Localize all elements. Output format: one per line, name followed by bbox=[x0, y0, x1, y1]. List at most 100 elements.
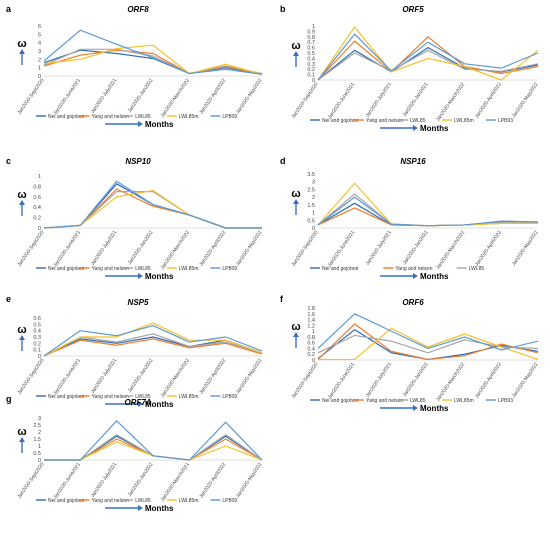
y-axis-symbol: ω bbox=[17, 38, 26, 50]
series-line-lpb93 bbox=[43, 324, 263, 357]
chart-svg: 0 1 2 3 4 5 6 ω Jan2020-Sept2020 Jan2020-June2021… bbox=[16, 24, 264, 129]
y-tick-label: 0.5 bbox=[33, 322, 41, 328]
x-tick-label: Jan2020-Sept2020 bbox=[16, 230, 45, 268]
series-line-lpb93 bbox=[317, 313, 539, 351]
right-arrow-head-icon bbox=[413, 273, 418, 279]
y-tick-label: 1 bbox=[312, 211, 315, 217]
series-line-lwl85m bbox=[317, 182, 538, 227]
series-line-yang-and-nelson bbox=[317, 323, 539, 361]
y-tick-label: 0 bbox=[312, 78, 315, 84]
y-tick-label: 0.2 bbox=[33, 216, 41, 222]
y-tick-label: 2 bbox=[38, 57, 41, 63]
series-line-lwl85m bbox=[43, 322, 263, 357]
x-axis-title: Months bbox=[420, 124, 449, 133]
x-axis-title: Months bbox=[145, 272, 174, 281]
y-tick-label: 0.8 bbox=[307, 35, 315, 41]
chart-panel-g: g ORF7A 0 0.5 1 1.5 2 2.5 3 ω Jan2020-Sept2020 Jan2… bbox=[4, 392, 272, 532]
y-tick-label: 0.3 bbox=[307, 62, 315, 68]
y-tick-label: 3 bbox=[38, 416, 41, 422]
series-line-lwl85m bbox=[317, 26, 539, 81]
series-line-lpb93 bbox=[43, 180, 262, 229]
series-line-yang-and-nelson bbox=[43, 188, 262, 229]
y-tick-label: 0.8 bbox=[307, 335, 315, 341]
y-tick-label: 1.4 bbox=[307, 318, 315, 324]
panel-letter: e bbox=[6, 294, 12, 304]
series-line-lpb93 bbox=[43, 29, 263, 75]
series-line-yang-and-nelson bbox=[317, 36, 539, 81]
panel-letter: d bbox=[280, 156, 286, 166]
up-arrow-head-icon bbox=[19, 200, 25, 205]
y-tick-label: 0.7 bbox=[307, 40, 315, 46]
y-axis-symbol: ω bbox=[291, 188, 300, 200]
y-tick-label: 1.5 bbox=[307, 203, 315, 209]
chart-panel-b: b ORF5 0 0.1 0.2 0.3 0.4 0.5 0.6 0.7 0.8 0.9 1 ω Jan20… bbox=[278, 2, 548, 152]
chart-panel-e: e NSP5 0 0.1 0.2 0.3 0.4 0.5 0.6 ω Jan2020-Sept202… bbox=[4, 292, 272, 409]
y-axis-symbol: ω bbox=[17, 324, 26, 336]
y-tick-label: 5 bbox=[38, 32, 41, 38]
y-tick-label: 1.8 bbox=[307, 306, 315, 312]
legend-label: LPB93 bbox=[222, 266, 237, 272]
right-arrow-head-icon bbox=[138, 121, 143, 127]
legend-label: LWL85 bbox=[135, 394, 151, 400]
legend-label: LWL85 bbox=[410, 398, 426, 404]
legend-label: LPB93 bbox=[222, 498, 237, 504]
x-tick-label: Jan2020-June2021 bbox=[52, 358, 82, 397]
x-tick-label: Jan2020-April2022 bbox=[198, 78, 227, 116]
x-tick-label: Jan2020-June2021 bbox=[327, 82, 357, 121]
y-tick-label: 1.6 bbox=[307, 312, 315, 318]
x-tick-label: Jan2020-May2022 bbox=[235, 358, 264, 396]
legend-label: Yang and nelson bbox=[92, 266, 129, 272]
x-tick-label: Jan2020-April2022 bbox=[474, 82, 503, 120]
y-tick-label: 2.5 bbox=[33, 423, 41, 429]
legend-label: Yang and nelson bbox=[92, 114, 129, 120]
x-tick-label: Jan2020-Sept2020 bbox=[290, 82, 319, 120]
x-tick-label: Jan2020-May2022 bbox=[511, 82, 540, 120]
y-tick-label: 0 bbox=[38, 226, 41, 232]
x-tick-label: Jan2020-Jan2022 bbox=[127, 358, 155, 394]
legend-label: LWL85 bbox=[410, 118, 426, 124]
legend-label: LPB93 bbox=[498, 118, 513, 124]
y-tick-label: 0.6 bbox=[33, 316, 41, 322]
series-line-lwl85m bbox=[44, 441, 263, 461]
panel-letter: b bbox=[280, 4, 286, 14]
chart-svg: 0 0.51 1.5 2 2.53 3.5 ω Jan2020-Sept2020 Jan2020… bbox=[290, 172, 540, 281]
chart-svg: 00.10.20.30.40.50.60.70.80.91 ω Jan2020-Se… bbox=[290, 24, 540, 133]
chart-panel-d: d NSP16 0 0.5 1 1.5 2 2.5 3 3.5 ω Jan2020-Sept2020 J… bbox=[278, 154, 548, 281]
series-line-nei-and-gojobori bbox=[43, 336, 263, 357]
y-tick-label: 0 bbox=[312, 226, 315, 232]
legend-label: LWL85m bbox=[179, 266, 199, 272]
y-tick-label: 0.5 bbox=[307, 51, 315, 57]
series-line-lwl85 bbox=[317, 49, 539, 81]
legend-label: Yang and nelson bbox=[92, 498, 129, 504]
x-tick-label: Jan2020-July2021 bbox=[90, 230, 118, 267]
series-line-nei-and-gojobori bbox=[317, 46, 539, 81]
legend-label: LWL85 bbox=[135, 498, 151, 504]
x-axis-title: Months bbox=[145, 120, 174, 129]
panel-letter: c bbox=[6, 156, 12, 166]
y-tick-label: 0.4 bbox=[33, 205, 41, 211]
x-tick-label: Jan2020-July2021 bbox=[90, 462, 118, 499]
legend-label: Nei and gojobori bbox=[48, 114, 84, 120]
chart-panel-a: a ORF8 0 1 2 3 4 5 6 ω Jan2020-Sept2020 Jan2020-Jun… bbox=[4, 2, 272, 130]
y-tick-label: 0.4 bbox=[307, 56, 315, 62]
y-tick-label: 0.1 bbox=[33, 348, 41, 354]
y-tick-label: 0.2 bbox=[307, 352, 315, 358]
x-tick-label: Jan2020-June2021 bbox=[327, 230, 357, 269]
up-arrow-head-icon bbox=[293, 199, 299, 204]
legend-label: LWL85m bbox=[454, 398, 474, 404]
y-tick-label: 0 bbox=[312, 358, 315, 364]
x-tick-label: Jan2020-June2021 bbox=[52, 78, 82, 117]
chart-title: NSP16 bbox=[400, 157, 426, 166]
x-tick-label: Jan2020-June2021 bbox=[52, 462, 82, 501]
series-line-lwl85 bbox=[317, 334, 539, 354]
y-axis-symbol: ω bbox=[291, 321, 300, 333]
legend-label: Nei and gojobori bbox=[322, 118, 358, 124]
x-axis-title: Months bbox=[420, 272, 449, 281]
x-tick-label: Jan2020-May2022 bbox=[235, 78, 264, 116]
x-tick-label: Jan2020-May2022 bbox=[511, 230, 540, 268]
right-arrow-head-icon bbox=[413, 125, 418, 131]
y-tick-label: 0.3 bbox=[33, 335, 41, 341]
